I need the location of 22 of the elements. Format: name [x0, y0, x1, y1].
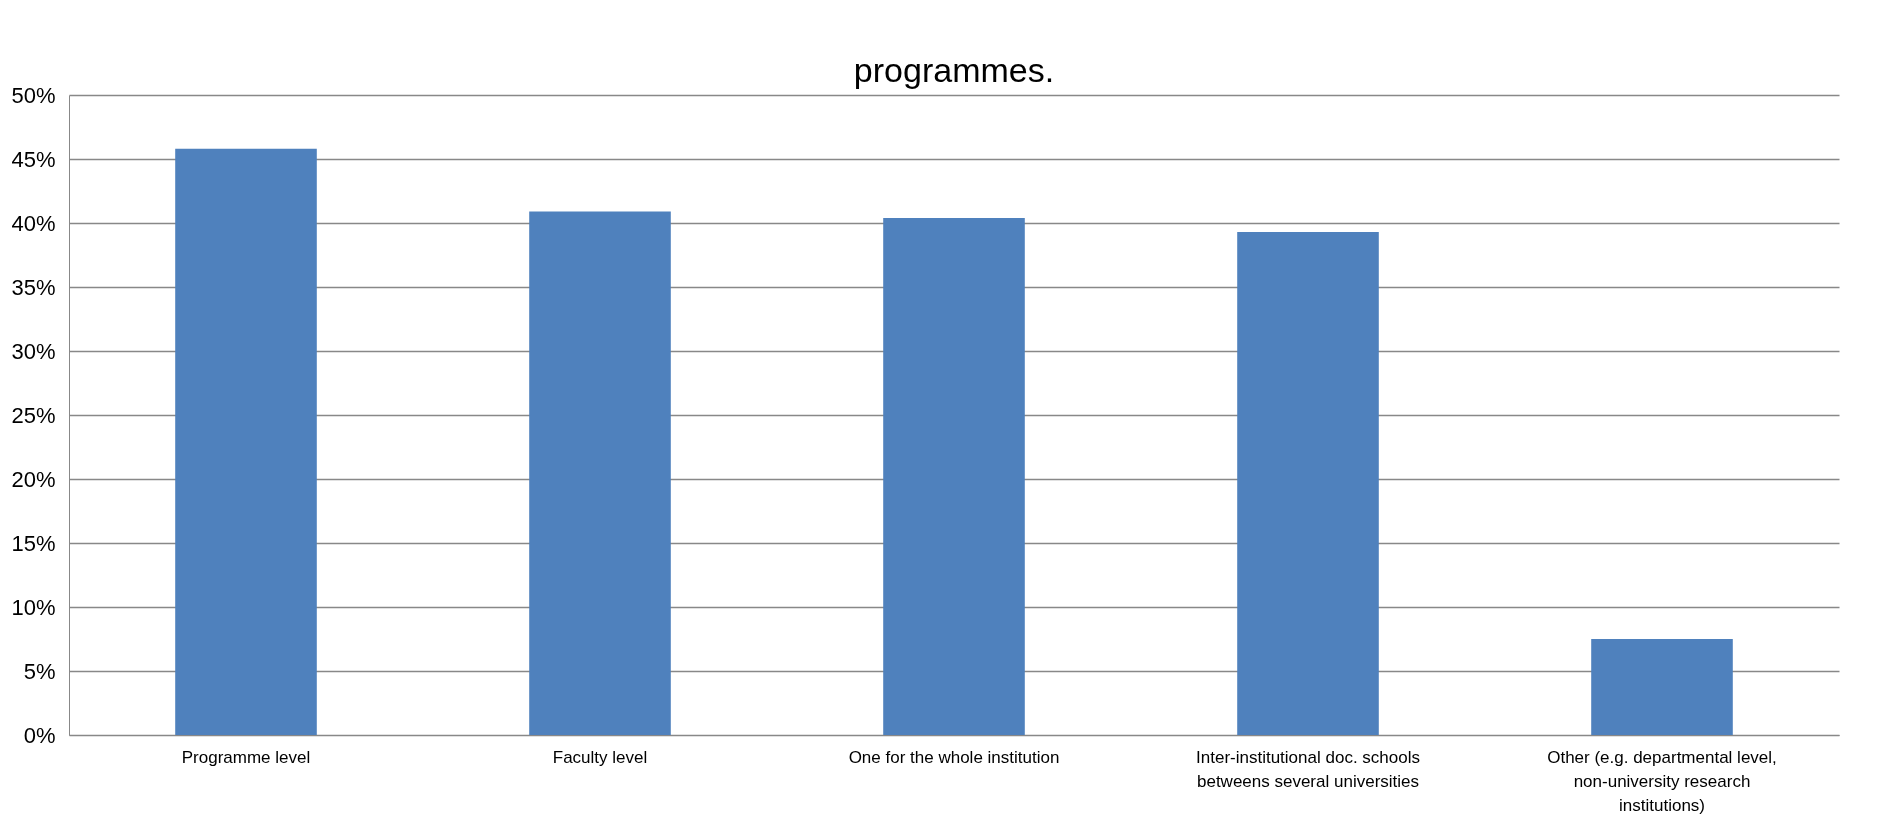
- y-tick-label: 20%: [11, 466, 56, 492]
- y-tick-label: 10%: [11, 594, 56, 620]
- x-tick-label: Programme level: [181, 747, 311, 767]
- x-tick-label: Faculty level: [552, 747, 648, 767]
- bar: [175, 148, 317, 735]
- y-tick-label: 5%: [23, 658, 56, 684]
- y-tick-label: 0%: [23, 722, 56, 748]
- y-tick-label: 30%: [11, 338, 56, 364]
- y-tick-label: 25%: [11, 402, 56, 428]
- x-tick-label: Inter-institutional doc. schools betweens several universities: [1196, 747, 1420, 791]
- y-tick-label: 15%: [11, 530, 56, 556]
- y-tick-label: 35%: [11, 274, 56, 300]
- bar: [1591, 639, 1733, 735]
- y-tick-label: 40%: [11, 210, 56, 236]
- bar: [1237, 231, 1379, 735]
- bar: [883, 217, 1025, 735]
- bar: [529, 211, 671, 735]
- x-tick-label: Other (e.g. departmental level, non-university research institutions): [1547, 747, 1777, 815]
- text: programmes.: [853, 51, 1055, 89]
- y-tick-label: 50%: [11, 82, 56, 108]
- y-tick-label: 45%: [11, 146, 56, 172]
- x-tick-label: One for the whole institution: [848, 747, 1060, 767]
